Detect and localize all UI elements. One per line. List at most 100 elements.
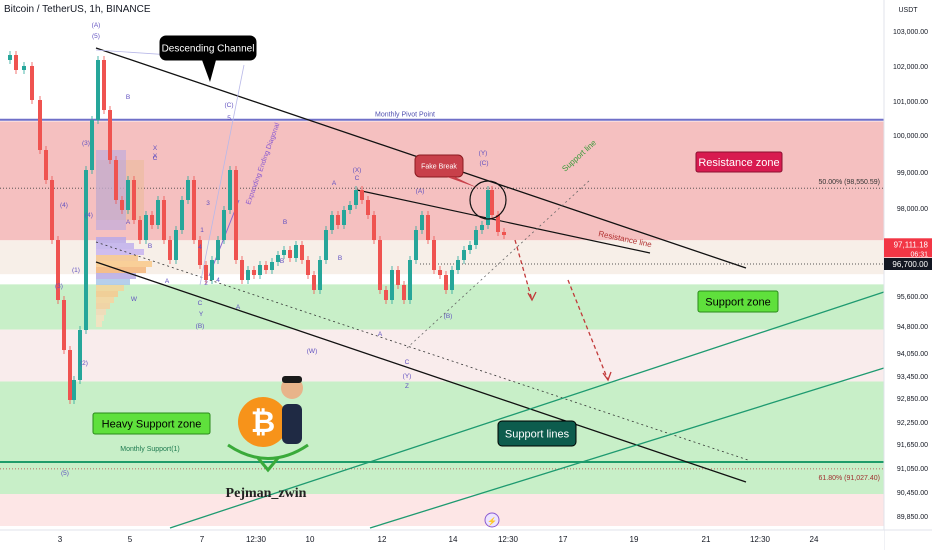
x-tick-label: 10 <box>306 535 315 544</box>
candle-body <box>144 215 148 240</box>
volume-profile-bar <box>96 315 104 321</box>
candle-body <box>150 215 154 225</box>
candle-body <box>72 380 76 400</box>
support-dotted-line <box>406 179 591 349</box>
candle-body <box>468 245 472 250</box>
y-tick-label: 92,250.00 <box>897 420 928 427</box>
candle-body <box>384 290 388 300</box>
volume-profile-bar <box>96 321 102 327</box>
avatar-hair <box>282 376 302 383</box>
heavy-support-zone-label-box <box>92 412 211 435</box>
wave-label: (Y) <box>479 150 488 157</box>
candle-body <box>228 170 232 210</box>
wave-label: 5 <box>227 115 231 122</box>
candle-body <box>444 275 448 290</box>
y-tick-label: 101,000.00 <box>893 99 928 106</box>
currency-label: USDT <box>898 7 918 14</box>
last-price-value: 97,111.18 <box>894 240 929 249</box>
author-watermark: Pejman_zwin <box>226 486 307 501</box>
fake-break-circle <box>469 180 507 220</box>
candle-body <box>360 190 364 200</box>
support-lines-callout-text: Support lines <box>505 428 570 440</box>
volume-profile-bar <box>96 309 106 315</box>
zone-band <box>0 462 884 494</box>
candle-body <box>30 66 34 100</box>
volume-profile-bar <box>96 279 130 285</box>
wave-label: (C) <box>479 160 488 167</box>
volume-profile-bar <box>96 249 144 255</box>
zone-band <box>0 494 884 526</box>
candle-body <box>156 200 160 225</box>
y-tick-label: 100,000.00 <box>893 133 928 140</box>
x-tick-label: 7 <box>200 535 205 544</box>
last-price-badge <box>884 238 932 258</box>
candle-body <box>162 200 166 240</box>
wave-label: C <box>153 155 158 162</box>
x-tick-label: 17 <box>559 535 568 544</box>
wave-label: Y <box>199 311 204 318</box>
wave-label: B <box>126 94 130 101</box>
volume-profile-bar <box>96 255 138 261</box>
wave-label: (B) <box>196 323 205 330</box>
y-tick-label: 98,000.00 <box>897 206 928 213</box>
wave-label: X <box>153 153 158 160</box>
candle-body <box>44 150 48 180</box>
candle-body <box>198 240 202 265</box>
wave-label: (3) <box>82 140 90 147</box>
projection-arrow <box>514 239 533 301</box>
candle-body <box>502 232 506 235</box>
candle-body <box>420 215 424 230</box>
wave-label: B <box>338 255 342 262</box>
candle-body <box>270 262 274 270</box>
candle-body <box>38 100 42 150</box>
wave-label: A <box>126 219 131 226</box>
candle-body <box>426 215 430 240</box>
projection-arrowhead <box>527 291 537 302</box>
candle-body <box>138 220 142 240</box>
candle-body <box>306 260 310 275</box>
support-lines-callout-box <box>497 420 577 447</box>
wave-label: W <box>131 296 138 303</box>
fake-break-callout-text: Fake Break <box>421 164 457 171</box>
wave-label: (W) <box>307 348 317 355</box>
candle-body <box>210 260 214 280</box>
descending-channel-callout: Descending Channel <box>159 35 257 61</box>
wave-label: A <box>378 331 383 338</box>
level-badge-value: 96,700.00 <box>892 260 928 269</box>
candle-body <box>216 240 220 260</box>
x-tick-label: 12:30 <box>498 535 519 544</box>
candle-body <box>438 270 442 275</box>
candle-body <box>264 265 268 270</box>
candle-body <box>318 260 322 290</box>
level-badge <box>884 258 932 270</box>
volume-profile-bar <box>96 150 126 230</box>
support-zone-label-box <box>697 290 779 313</box>
wave-label: (B) <box>444 313 453 320</box>
candle-body <box>288 250 292 258</box>
candle-body <box>14 55 18 70</box>
candle-body <box>62 300 66 350</box>
heavy-support-zone-label-text: Heavy Support zone <box>102 418 202 430</box>
candle-body <box>312 275 316 290</box>
candle-body <box>180 200 184 230</box>
support-zone-label: Support zone <box>697 290 779 313</box>
candle-body <box>252 270 256 275</box>
wave-label: (X) <box>353 167 362 174</box>
candle-body <box>330 215 334 230</box>
wave-label: (4) <box>85 212 93 219</box>
candle-body <box>114 160 118 200</box>
candle-body <box>96 60 100 120</box>
wave-label: 3 <box>206 200 210 207</box>
support-line-lower <box>369 367 885 529</box>
wave-label: (A) <box>416 188 425 195</box>
wave-label: (4) <box>60 202 68 209</box>
y-tick-label: 93,450.00 <box>897 374 928 381</box>
support-zone-label-text: Support zone <box>705 296 770 308</box>
flash-icon <box>484 512 500 528</box>
candle-body <box>456 260 460 270</box>
character-base-arc <box>227 443 309 460</box>
x-tick-label: 12:30 <box>750 535 771 544</box>
x-tick-label: 19 <box>630 535 639 544</box>
